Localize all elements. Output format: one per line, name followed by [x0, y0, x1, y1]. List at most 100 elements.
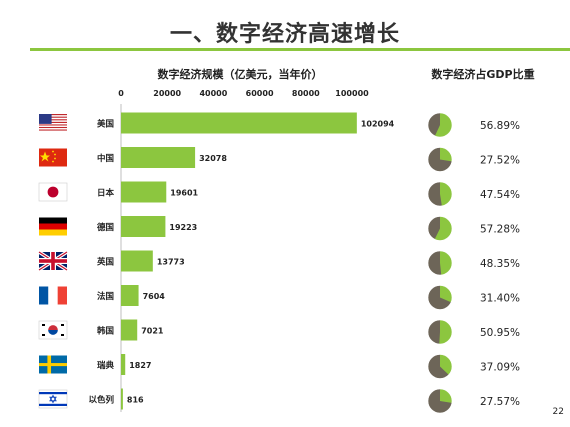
pie-outline [427, 250, 453, 276]
bar [121, 388, 123, 410]
bar [121, 285, 139, 306]
flag-part [39, 114, 52, 124]
kr-flag-icon [38, 320, 68, 340]
pie-outline [427, 388, 453, 414]
flag-part [39, 116, 67, 118]
gb-flag-icon [38, 250, 68, 272]
flag-part [39, 403, 67, 406]
flag-part [39, 126, 67, 129]
jp-flag-icon [38, 182, 68, 202]
bar-value-label: 13773 [157, 258, 185, 267]
bar [121, 250, 153, 272]
pie-value-label: 47.54% [480, 189, 520, 201]
pie-outline [427, 112, 453, 138]
flag-star [40, 151, 50, 162]
bar-value-label: 1827 [129, 361, 151, 370]
bar-value-label: 102094 [361, 120, 395, 129]
category-label: 英国 [96, 257, 114, 268]
pie-slice-digital [434, 113, 453, 137]
pie-slice-group [427, 147, 453, 172]
x-tick-label: 60000 [246, 89, 274, 98]
flag-part [39, 363, 67, 367]
pie-outline [427, 354, 453, 379]
flag-border [38, 389, 68, 409]
de-flag-icon [39, 217, 67, 236]
pie-value-label: 57.28% [480, 224, 520, 236]
flag-part [39, 114, 67, 116]
pie-slice-digital [440, 147, 452, 162]
x-tick-label: 100000 [335, 89, 369, 98]
flag-part [39, 128, 67, 130]
flag-disc [47, 186, 59, 198]
pie-value-label: 48.35% [480, 258, 520, 270]
category-label: 日本 [97, 188, 115, 199]
pie-slice-group [427, 354, 453, 379]
bar-value-label: 7021 [141, 327, 164, 336]
bar-value-label: 7604 [143, 292, 166, 301]
flag-part [39, 392, 67, 395]
flag-part [48, 325, 58, 330]
pie-outline [427, 147, 453, 172]
fr-flag-icon [39, 286, 67, 305]
x-tick-label: 80000 [292, 89, 320, 98]
x-tick-label: 40000 [199, 89, 227, 98]
pie-value-label: 27.57% [480, 396, 520, 408]
bar-value-label: 19601 [170, 189, 198, 198]
flag-trigram [61, 324, 64, 326]
bar [121, 354, 126, 375]
flag-part [39, 130, 67, 132]
pie-slice-digital [439, 320, 453, 344]
pie-value-label: 56.89% [480, 120, 520, 132]
category-label: 韩国 [97, 326, 114, 337]
flag-star [52, 160, 54, 163]
pie-outline [427, 319, 453, 345]
pie-outline [427, 216, 453, 241]
pie-slice-group [427, 285, 453, 310]
pie-slice-group [427, 112, 453, 138]
flag-part [39, 259, 67, 263]
pie-slice-digital [440, 251, 453, 275]
flag-part [48, 286, 58, 305]
flag-part [39, 148, 67, 167]
flag-border [38, 320, 68, 340]
pie-outline [427, 181, 453, 207]
flag-part [39, 117, 67, 120]
pie-slice-group [427, 216, 453, 241]
pie-value-label: 31.40% [480, 293, 520, 305]
bar-value-label: 32078 [199, 154, 227, 163]
pie-value-label: 50.95% [480, 327, 520, 339]
pie-slice-digital [440, 354, 452, 375]
x-tick-label: 20000 [153, 89, 181, 98]
pie-chart-title: 数字经济占GDP比重 [431, 68, 535, 81]
flag-part [39, 390, 67, 408]
flag-trigram [42, 324, 45, 326]
flag-star [52, 150, 54, 153]
flag-part [39, 123, 67, 125]
pie-value-label: 37.09% [480, 362, 520, 374]
bar-value-label: 816 [127, 396, 144, 405]
category-label: 法国 [97, 291, 114, 302]
title-divider [30, 48, 570, 51]
x-tick-label: 0 [118, 89, 124, 98]
se-flag-icon [39, 355, 67, 374]
pie-slice-digital [434, 216, 453, 241]
flag-part [39, 115, 67, 117]
bar-value-label: 19223 [169, 223, 197, 232]
pie-slice-digital [440, 182, 453, 206]
pie-slice-group [427, 250, 453, 276]
page-number: 22 [552, 407, 564, 417]
bar [121, 319, 138, 341]
category-label: 中国 [97, 153, 114, 164]
us-flag-icon [39, 114, 67, 132]
flag-part [49, 396, 57, 404]
bar [121, 216, 166, 237]
category-label: 瑞典 [97, 360, 115, 371]
flag-part [39, 121, 67, 123]
pie-slice-digital [440, 389, 452, 403]
flag-part [49, 394, 57, 402]
pie-slice-group [427, 181, 453, 207]
flag-trigram [42, 334, 45, 336]
pie-outline [427, 285, 453, 310]
